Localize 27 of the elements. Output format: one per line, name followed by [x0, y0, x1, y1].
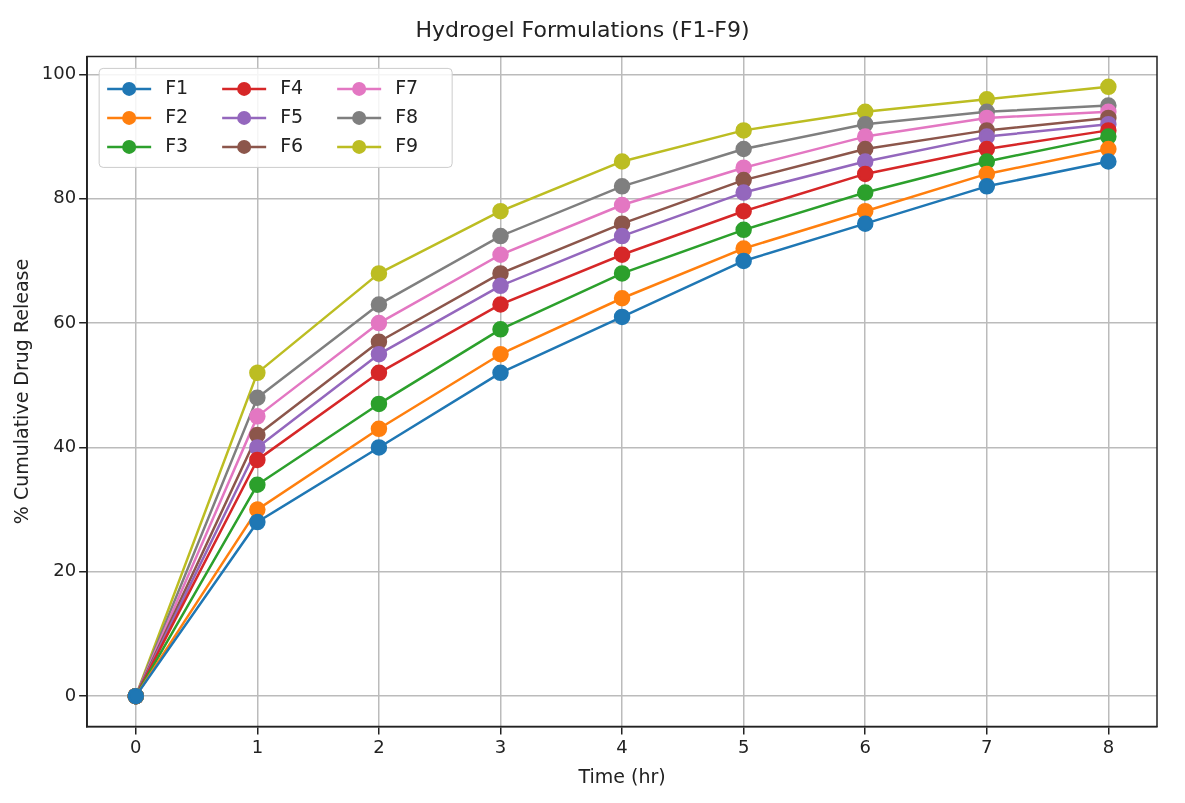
- y-tick-label: 20: [53, 559, 77, 581]
- legend-label: F6: [280, 133, 304, 156]
- x-axis-title: Time (hr): [577, 764, 666, 787]
- y-tick-label: 80: [53, 186, 77, 208]
- legend-label: F2: [165, 104, 189, 127]
- x-tick-label: 4: [616, 736, 628, 758]
- legend-label: F5: [280, 104, 304, 127]
- x-tick-label: 5: [737, 736, 750, 758]
- y-tick-label: 0: [64, 683, 77, 705]
- x-tick-label: 8: [1102, 736, 1115, 758]
- x-tick-label: 2: [373, 736, 385, 758]
- x-tick-label: 3: [494, 736, 507, 758]
- y-tick-label: 40: [53, 435, 77, 457]
- chart-title: Hydrogel Formulations (F1-F9): [415, 16, 750, 42]
- legend-label: F8: [395, 104, 419, 127]
- y-tick-label: 60: [53, 310, 77, 332]
- legend-label: F7: [395, 75, 419, 98]
- y-axis-title: % Cumulative Drug Release: [10, 258, 33, 525]
- legend-label: F9: [395, 133, 419, 156]
- x-tick-label: 0: [130, 736, 142, 758]
- x-tick-label: 6: [859, 736, 871, 758]
- legend-label: F3: [165, 133, 189, 156]
- legend-label: F1: [165, 75, 189, 98]
- x-tick-label: 1: [251, 736, 264, 758]
- legend-label: F4: [280, 75, 304, 98]
- x-tick-label: 7: [981, 736, 993, 758]
- y-tick-label: 100: [41, 62, 77, 84]
